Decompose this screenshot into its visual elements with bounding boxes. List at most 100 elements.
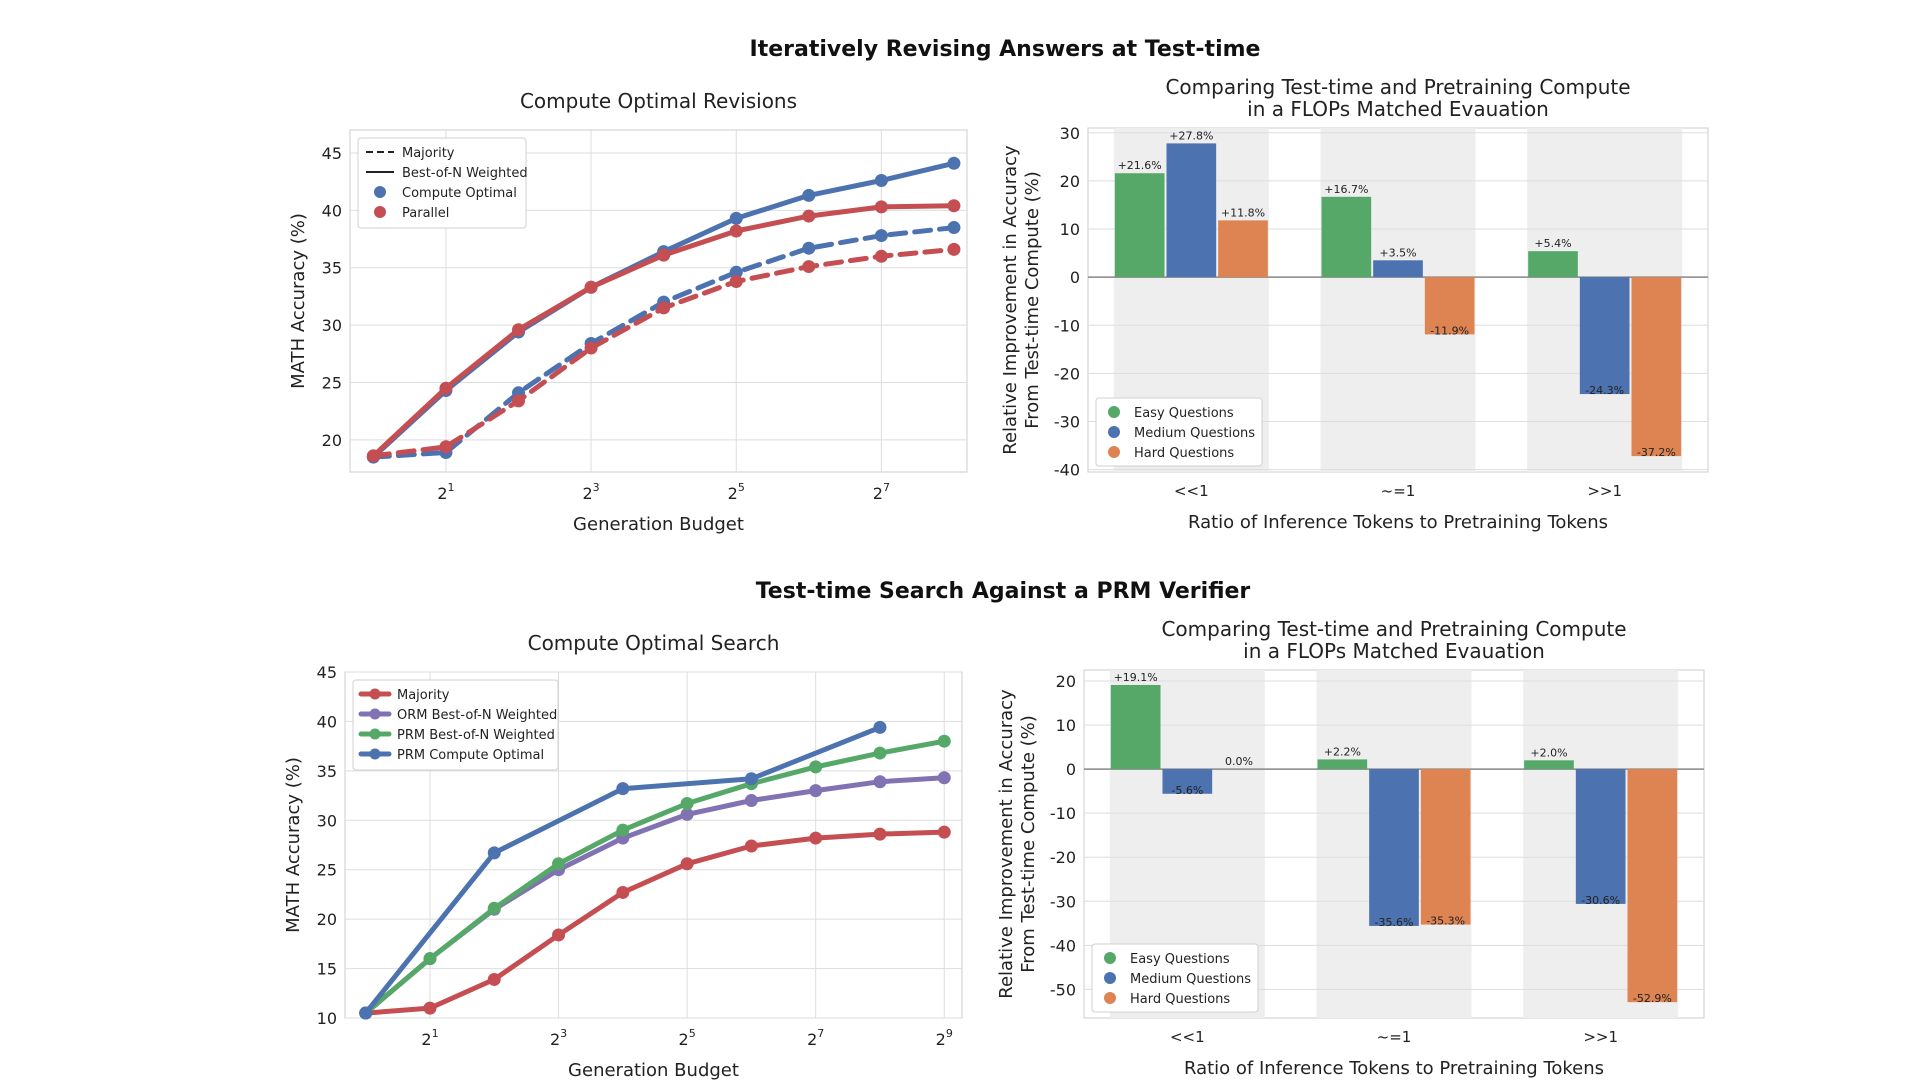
data-point: [729, 211, 743, 225]
y-tick-label: -40: [1050, 936, 1076, 955]
bar-value-label: +3.5%: [1379, 246, 1416, 259]
bar: [1627, 769, 1678, 1003]
data-point: [552, 928, 566, 942]
data-point: [423, 1001, 437, 1015]
legend-swatch: [1108, 446, 1120, 458]
x-tick-exponent: 7: [817, 1027, 824, 1040]
x-tick-exponent: 5: [738, 481, 745, 494]
data-point: [802, 241, 816, 255]
x-tick-label: 23: [550, 1027, 567, 1049]
legend-box: [357, 137, 527, 229]
data-point: [729, 265, 743, 279]
y-axis-label: MATH Accuracy (%): [288, 213, 309, 389]
chart-title: Compute Optimal Search: [528, 631, 780, 655]
data-point: [487, 846, 501, 860]
bar-value-label: +2.2%: [1324, 745, 1361, 758]
bar: [1166, 143, 1217, 278]
legend-label: PRM Best-of-N Weighted: [397, 728, 555, 743]
data-point: [873, 720, 887, 734]
bar-value-label: +19.1%: [1114, 671, 1158, 684]
legend-swatch: [1104, 972, 1116, 984]
x-tick-base: 2: [807, 1030, 817, 1049]
bar-value-label: 0.0%: [1225, 755, 1253, 768]
data-point: [680, 796, 694, 810]
data-point: [423, 952, 437, 966]
y-tick-label: -20: [1054, 364, 1080, 383]
chart-title: Comparing Test-time and Pretraining Comp…: [1165, 75, 1630, 99]
x-tick-label: ~=1: [1381, 482, 1416, 500]
y-tick-label: 35: [322, 259, 342, 278]
y-tick-label: 20: [1060, 172, 1080, 191]
x-tick-label: ~=1: [1377, 1028, 1412, 1046]
chart-title: in a FLOPs Matched Evauation: [1247, 97, 1549, 121]
y-tick-label: 40: [322, 201, 342, 220]
x-tick-exponent: 3: [593, 481, 600, 494]
bar-value-label: -35.6%: [1375, 916, 1414, 929]
data-point: [809, 760, 823, 774]
legend-box: [352, 679, 559, 771]
y-tick-label: 40: [317, 712, 337, 731]
y-tick-label: -40: [1054, 461, 1080, 480]
y-tick-label: 45: [322, 144, 342, 163]
legend-label: Compute Optimal: [402, 186, 517, 201]
data-point: [657, 301, 671, 315]
y-tick-label: 30: [317, 811, 337, 830]
x-axis-label: Ratio of Inference Tokens to Pretraining…: [1184, 1058, 1604, 1079]
data-point: [874, 229, 888, 243]
legend-label: Easy Questions: [1130, 952, 1230, 967]
data-point: [680, 857, 694, 871]
data-point: [584, 341, 598, 355]
y-tick-label: 10: [1060, 220, 1080, 239]
chart-flops-matched-search: -50 -40 -30 -20 -10 0 10 20 <<1 +19.1% -5.6% 0.0% ~=…: [996, 617, 1705, 1079]
data-point: [937, 734, 951, 748]
data-point: [487, 901, 501, 915]
x-tick-exponent: 9: [946, 1027, 953, 1040]
bar-value-label: -24.3%: [1585, 384, 1624, 397]
bar: [1162, 769, 1213, 794]
chart-title: Compute Optimal Revisions: [520, 89, 797, 113]
data-point: [874, 200, 888, 214]
x-tick-exponent: 1: [432, 1027, 439, 1040]
data-point: [937, 771, 951, 785]
y-tick-label: 30: [322, 316, 342, 335]
y-axis-label: Relative Improvement in Accuracy: [996, 689, 1017, 999]
x-tick-label: 27: [807, 1027, 824, 1049]
y-tick-label: 10: [1056, 716, 1076, 735]
bar-value-label: -30.6%: [1581, 894, 1620, 907]
x-tick-exponent: 5: [689, 1027, 696, 1040]
data-point: [873, 775, 887, 789]
legend-swatch-marker: [369, 688, 381, 700]
chart-title: Comparing Test-time and Pretraining Comp…: [1161, 617, 1626, 641]
x-tick-label: 25: [728, 481, 745, 503]
bar-value-label: +16.7%: [1324, 183, 1368, 196]
y-axis-label: From Test-time Compute (%): [1018, 715, 1039, 973]
data-point: [512, 323, 526, 337]
bar-value-label: -37.2%: [1637, 446, 1676, 459]
legend-label: Medium Questions: [1134, 426, 1255, 441]
legend-swatch: [1104, 992, 1116, 1004]
legend-label: Easy Questions: [1134, 406, 1234, 421]
data-point: [616, 823, 630, 837]
data-point: [729, 224, 743, 238]
data-point: [680, 807, 694, 821]
section-title-prm-search: Test-time Search Against a PRM Verifier: [756, 579, 1251, 604]
data-point: [802, 260, 816, 274]
x-tick-label: 21: [421, 1027, 438, 1049]
x-tick-base: 2: [437, 484, 447, 503]
data-point: [947, 156, 961, 170]
bar: [1110, 684, 1161, 770]
bar-value-label: -5.6%: [1171, 784, 1203, 797]
y-tick-label: -30: [1054, 412, 1080, 431]
data-point: [584, 280, 598, 294]
data-point: [616, 782, 630, 796]
data-point: [937, 825, 951, 839]
x-axis-label: Ratio of Inference Tokens to Pretraining…: [1188, 512, 1608, 533]
x-tick-label: 25: [679, 1027, 696, 1049]
x-tick-label: 21: [437, 481, 454, 503]
bar-value-label: +2.0%: [1530, 746, 1567, 759]
legend-label: Majority: [402, 146, 455, 161]
data-point: [359, 1006, 373, 1020]
data-point: [744, 794, 758, 808]
legend-box: [1091, 943, 1259, 1013]
legend-swatch: [1108, 406, 1120, 418]
